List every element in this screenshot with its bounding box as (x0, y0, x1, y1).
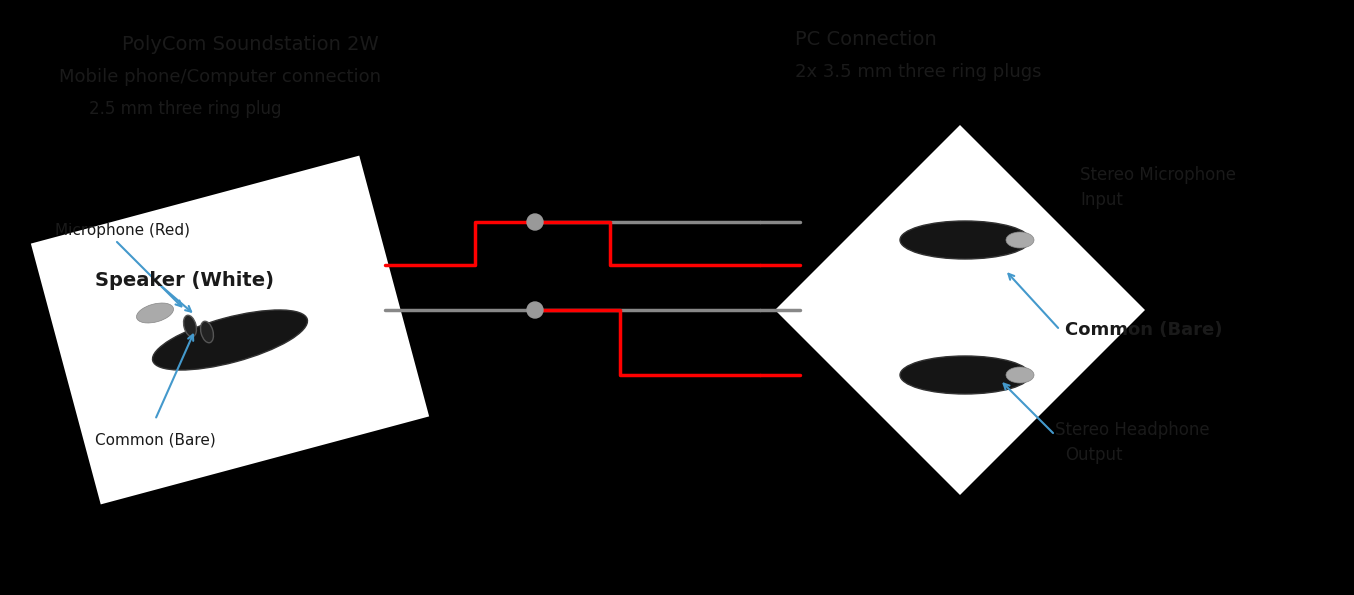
Ellipse shape (153, 310, 307, 370)
Text: Stereo Microphone: Stereo Microphone (1080, 166, 1236, 184)
Text: Output: Output (1066, 446, 1122, 464)
Ellipse shape (184, 315, 196, 337)
Text: Mobile phone/Computer connection: Mobile phone/Computer connection (60, 68, 380, 86)
Text: PolyCom Soundstation 2W: PolyCom Soundstation 2W (122, 35, 378, 54)
Circle shape (527, 302, 543, 318)
Text: 2.5 mm three ring plug: 2.5 mm three ring plug (89, 100, 282, 118)
Text: Input: Input (1080, 191, 1122, 209)
Circle shape (527, 214, 543, 230)
Text: Speaker (White): Speaker (White) (95, 271, 274, 290)
Ellipse shape (137, 303, 173, 323)
Ellipse shape (1006, 367, 1034, 383)
Ellipse shape (900, 221, 1030, 259)
Ellipse shape (200, 321, 214, 343)
Ellipse shape (1006, 232, 1034, 248)
Polygon shape (774, 125, 1145, 495)
Polygon shape (31, 156, 429, 505)
Text: Common (Bare): Common (Bare) (95, 433, 215, 447)
Text: Common (Bare): Common (Bare) (1066, 321, 1223, 339)
Ellipse shape (900, 356, 1030, 394)
Text: 2x 3.5 mm three ring plugs: 2x 3.5 mm three ring plugs (795, 63, 1041, 81)
Text: Microphone (Red): Microphone (Red) (56, 223, 190, 237)
Text: Stereo Headphone: Stereo Headphone (1055, 421, 1209, 439)
Text: PC Connection: PC Connection (795, 30, 937, 49)
